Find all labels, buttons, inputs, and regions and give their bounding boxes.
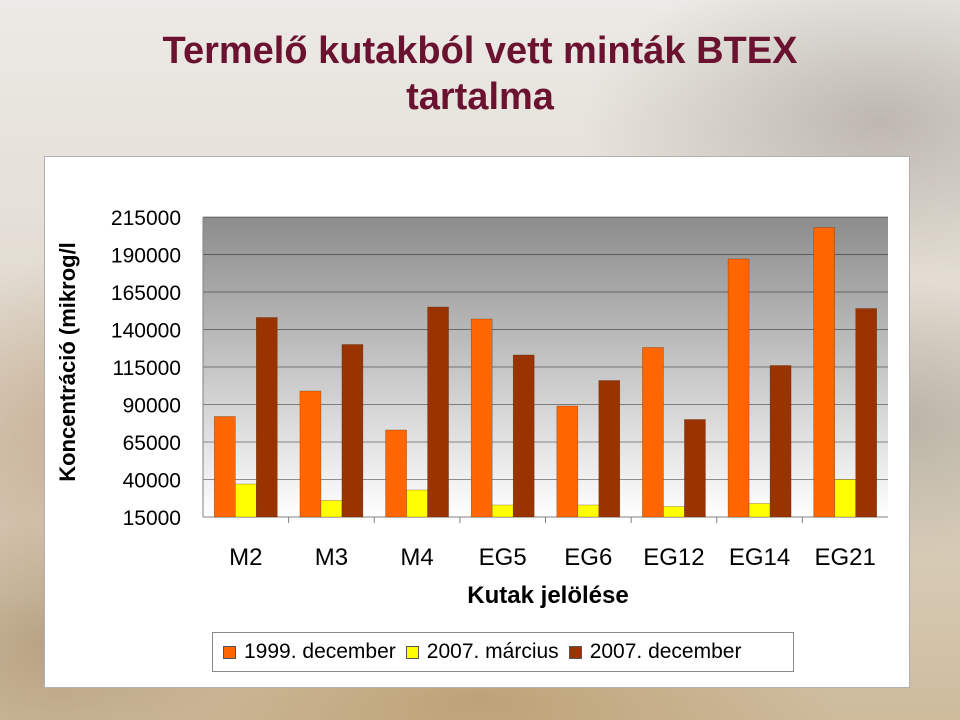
- x-tick-label: M3: [315, 544, 348, 571]
- y-axis-label: Koncentráció (mikrog/l: [55, 242, 80, 482]
- x-tick-label: M4: [400, 544, 433, 571]
- bar-1999. december-EG14: [727, 258, 750, 518]
- legend-swatch-1999-december: [223, 645, 236, 659]
- legend-item-2007-marcius: 2007. március: [405, 640, 559, 664]
- legend-item-2007-december: 2007. december: [568, 640, 742, 664]
- bar-1999. december-M2: [214, 416, 236, 518]
- bar-2007. március-EG14: [748, 503, 771, 518]
- bar-2007. december-EG6: [598, 380, 621, 518]
- bar-2007. március-M4: [406, 489, 428, 518]
- title-line-2: tartalma: [406, 76, 554, 118]
- bar-2007. december-M2: [256, 317, 278, 518]
- legend-swatch-2007-marcius: [405, 645, 419, 659]
- bar-2007. március-EG12: [663, 506, 685, 518]
- x-tick-label: EG6: [564, 544, 612, 571]
- bar-2007. december-EG14: [769, 365, 792, 518]
- legend-label-1999-december: 1999. december: [244, 640, 396, 663]
- x-axis-label: Kutak jelölése: [467, 582, 629, 609]
- legend-label-2007-marcius: 2007. március: [426, 640, 559, 663]
- y-tick-label: 190000: [111, 245, 181, 268]
- x-tick-label: EG14: [729, 544, 790, 571]
- x-tick-label: EG12: [643, 544, 704, 571]
- bar-2007. december-M3: [341, 344, 364, 518]
- bar-2007. december-M4: [427, 306, 449, 518]
- legend-label-2007-december: 2007. december: [589, 640, 742, 663]
- page-title: Termelő kutakból vett minták BTEX tartal…: [0, 28, 960, 120]
- x-tick-label: EG21: [815, 544, 876, 571]
- bar-1999. december-EG12: [642, 347, 664, 518]
- legend-item-1999-december: 1999. december: [223, 640, 396, 664]
- y-tick-label: 140000: [111, 320, 181, 343]
- bar-2007. december-EG21: [855, 308, 877, 518]
- bar-1999. december-M4: [385, 429, 407, 518]
- bar-1999. december-EG21: [813, 227, 835, 518]
- legend-swatch-2007-december: [568, 645, 582, 659]
- bar-1999. december-M3: [299, 390, 322, 518]
- bar-2007. március-M3: [320, 500, 343, 518]
- bar-1999. december-EG5: [470, 318, 493, 518]
- bar-2007. március-M2: [235, 483, 257, 518]
- y-tick-label: 115000: [112, 357, 181, 380]
- x-tick-label: EG5: [479, 544, 527, 571]
- bar-2007. december-EG12: [684, 419, 706, 518]
- y-tick-label: 15000: [123, 507, 181, 530]
- y-tick-label: 90000: [123, 395, 181, 418]
- bar-2007. március-EG6: [577, 504, 600, 518]
- y-tick-label: 215000: [111, 207, 181, 230]
- x-tick-label: M2: [229, 544, 262, 571]
- y-tick-label: 40000: [123, 470, 181, 493]
- bar-2007. december-EG5: [512, 354, 535, 518]
- y-tick-label: 165000: [111, 282, 181, 305]
- bar-1999. december-EG6: [556, 405, 579, 518]
- y-tick-label: 65000: [123, 432, 181, 455]
- chart-legend: 1999. december 2007. március 2007. decem…: [212, 632, 794, 672]
- bar-2007. március-EG21: [834, 479, 856, 518]
- title-line-1: Termelő kutakból vett minták BTEX: [162, 30, 798, 72]
- bar-2007. március-EG5: [491, 504, 514, 518]
